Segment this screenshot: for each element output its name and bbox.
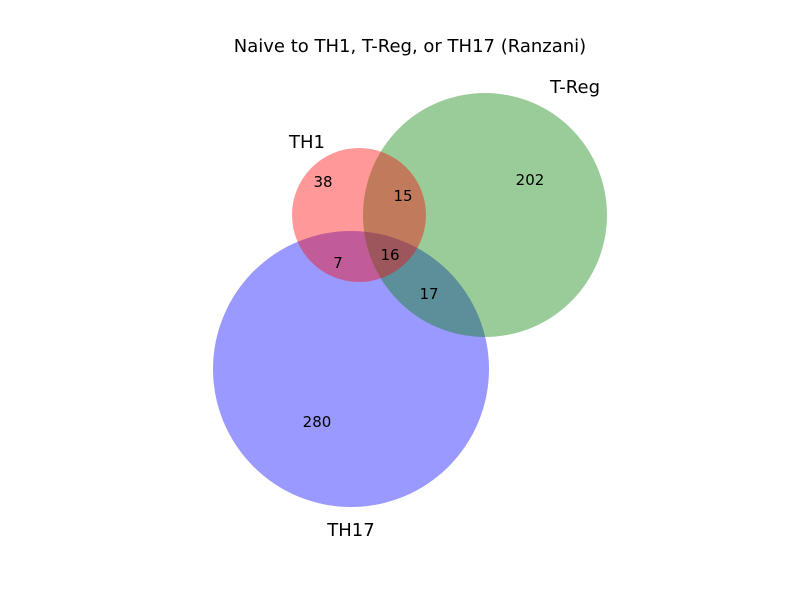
region-th1-treg: 15 bbox=[393, 187, 412, 205]
treg-circle bbox=[363, 93, 607, 337]
th17-circle bbox=[213, 231, 489, 507]
region-th17-only: 280 bbox=[303, 413, 332, 431]
th1-circle bbox=[292, 148, 426, 282]
th1-set-label: TH1 bbox=[288, 132, 325, 153]
treg-set-label: T-Reg bbox=[549, 77, 600, 98]
region-all-three: 16 bbox=[380, 246, 399, 264]
chart-title: Naive to TH1, T-Reg, or TH17 (Ranzani) bbox=[234, 36, 586, 57]
region-treg-only: 202 bbox=[516, 171, 545, 189]
region-th1-th17: 7 bbox=[333, 254, 343, 272]
region-treg-th17: 17 bbox=[419, 285, 438, 303]
region-th1-only: 38 bbox=[313, 173, 332, 191]
th17-set-label: TH17 bbox=[326, 520, 374, 541]
